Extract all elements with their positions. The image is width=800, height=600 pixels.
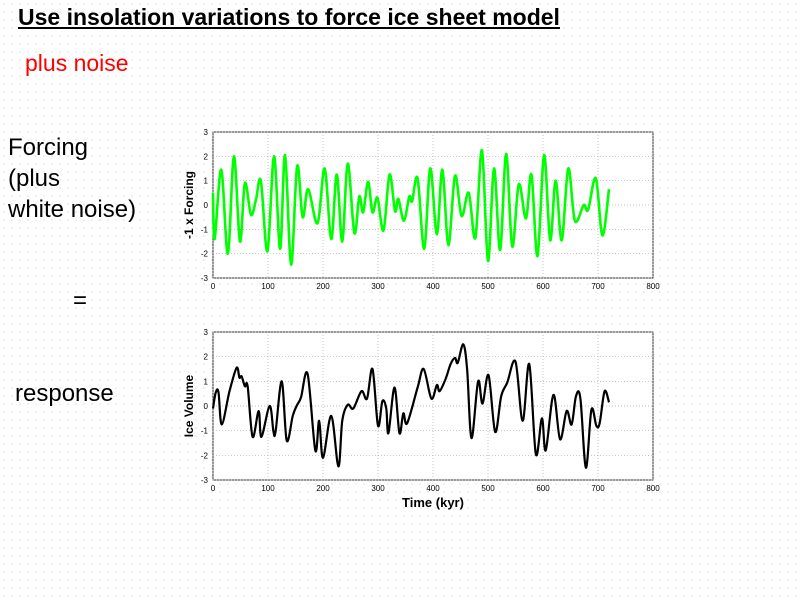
- y-tick-label: -1: [201, 427, 209, 436]
- y-tick-label: 0: [204, 201, 209, 210]
- y-tick-label: -3: [201, 274, 209, 283]
- y-tick-label: -2: [201, 451, 209, 460]
- forcing-label-line2: (plus: [8, 165, 61, 192]
- x-tick-label: 800: [646, 282, 660, 291]
- slide-title: Use insolation variations to force ice s…: [18, 4, 560, 30]
- x-tick-label: 100: [261, 282, 275, 291]
- y-tick-label: 2: [204, 353, 209, 362]
- y-tick-label: 0: [204, 402, 209, 411]
- x-tick-label: 200: [316, 282, 330, 291]
- y-tick-label: 1: [204, 177, 209, 186]
- response-label: response: [15, 380, 114, 407]
- x-tick-label: 200: [316, 484, 330, 493]
- forcing-label-line1: Forcing: [8, 134, 89, 161]
- equals-label: =: [73, 287, 88, 314]
- series-line: [211, 148, 611, 266]
- y-tick-label: 1: [204, 377, 209, 386]
- x-tick-label: 300: [371, 484, 385, 493]
- y-tick-label: -2: [201, 250, 209, 259]
- series-line: [211, 343, 611, 469]
- x-tick-label: 300: [371, 282, 385, 291]
- y-tick-label: 3: [204, 328, 209, 337]
- y-axis-label: -1 x Forcing: [182, 171, 196, 239]
- x-tick-label: 100: [261, 484, 275, 493]
- x-tick-label: 500: [481, 282, 495, 291]
- y-tick-label: -1: [201, 225, 209, 234]
- y-tick-label: 2: [204, 152, 209, 161]
- chart-1: 0 100 200 300 400 500 600 700 800 -3 -2 -1 0 1 2 3 -1 x …: [182, 128, 660, 291]
- x-tick-label: 400: [426, 282, 440, 291]
- x-tick-label: 700: [591, 282, 605, 291]
- forcing-label: Forcing (plus white noise): [8, 132, 136, 225]
- x-tick-label: 0: [211, 484, 216, 493]
- y-tick-label: 3: [204, 128, 209, 137]
- x-tick-label: 400: [426, 484, 440, 493]
- forcing-label-line3: white noise): [8, 196, 137, 223]
- x-tick-label: 700: [591, 484, 605, 493]
- y-axis-label: Ice Volume: [182, 374, 196, 437]
- x-tick-label: 800: [646, 484, 660, 493]
- x-tick-label: 0: [211, 282, 216, 291]
- y-tick-label: -3: [201, 476, 209, 485]
- x-axis-label: Time (kyr): [402, 495, 464, 510]
- slide-subtitle: plus noise: [25, 50, 129, 76]
- x-tick-label: 600: [536, 282, 550, 291]
- x-tick-label: 500: [481, 484, 495, 493]
- chart-2: 0 100 200 300 400 500 600 700 800 -3 -2 -1 0 1 2 3 Ice V…: [182, 328, 660, 510]
- x-tick-label: 600: [536, 484, 550, 493]
